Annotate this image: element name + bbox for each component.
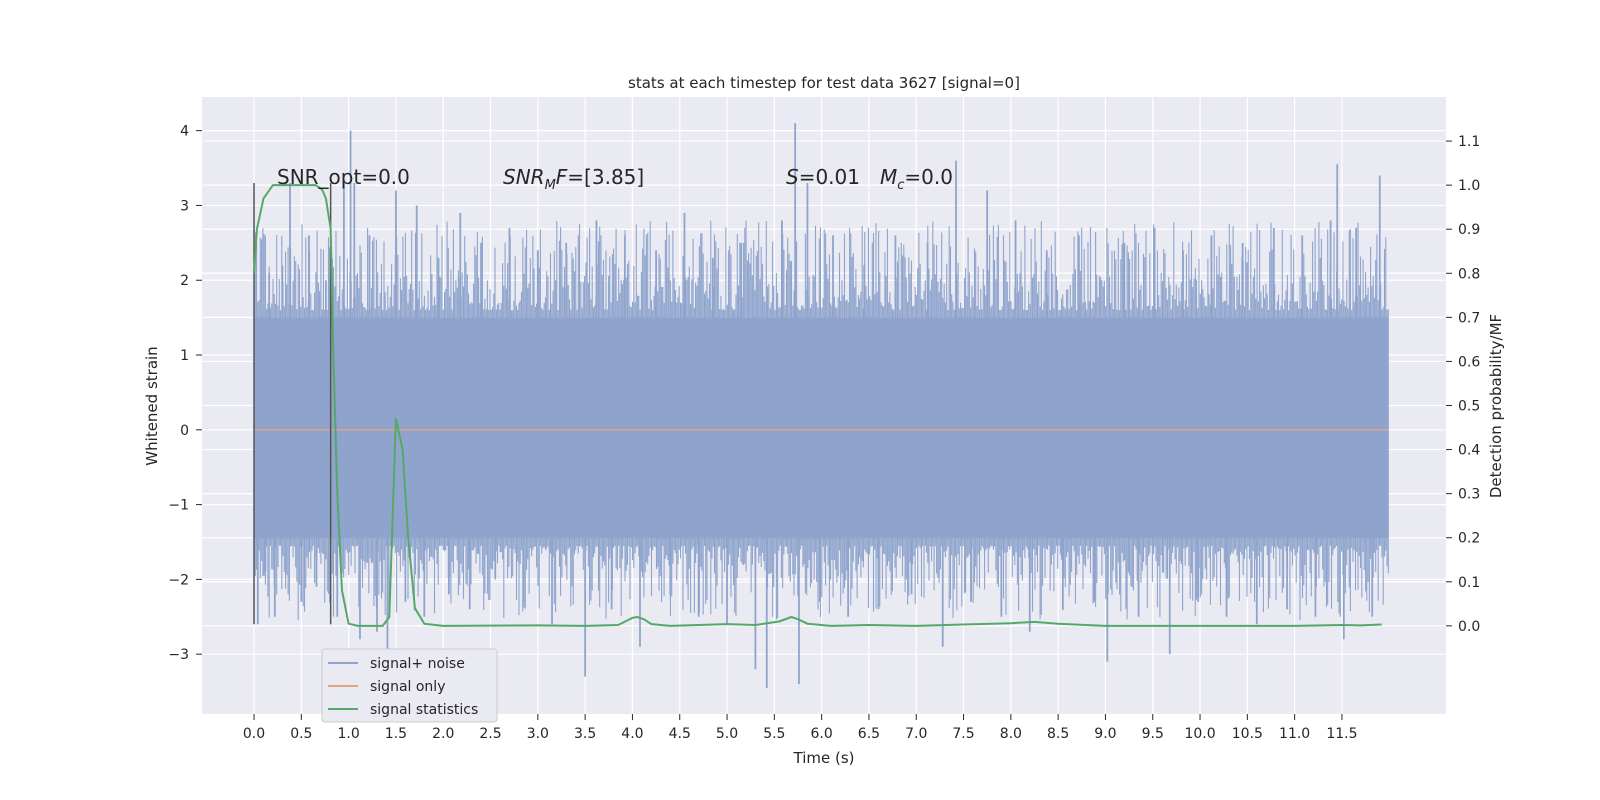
y-tick-label-left: −1 (168, 498, 189, 514)
x-tick-label: 6.0 (811, 726, 833, 742)
legend-label-noise: signal+ noise (370, 656, 465, 672)
x-tick-label: 1.5 (385, 726, 407, 742)
legend-box (321, 648, 498, 723)
y-tick-label-right: 1.0 (1458, 178, 1480, 194)
x-tick-label: 7.0 (905, 726, 927, 742)
annotation-mc: Mc=0.0 (880, 165, 953, 193)
y-tick-label-left: 4 (180, 124, 189, 140)
x-tick-label: 11.5 (1326, 726, 1357, 742)
y-tick-label-left: −3 (168, 647, 189, 663)
y-tick-label-right: 1.1 (1458, 134, 1480, 150)
x-tick-label: 9.0 (1094, 726, 1116, 742)
y-tick-label-left: 3 (180, 198, 189, 214)
y-tick-label-right: 0.7 (1458, 310, 1480, 326)
x-tick-label: 4.0 (621, 726, 643, 742)
x-tick-label: 4.5 (669, 726, 691, 742)
x-axis-label: Time (s) (793, 749, 855, 767)
x-tick-label: 3.0 (527, 726, 549, 742)
x-tick-label: 10.5 (1232, 726, 1263, 742)
x-tick-label: 5.5 (763, 726, 785, 742)
x-tick-label: 7.5 (952, 726, 974, 742)
x-tick-label: 2.0 (432, 726, 454, 742)
y-tick-label-right: 0.1 (1458, 575, 1480, 591)
x-tick-label: 8.5 (1047, 726, 1069, 742)
y-tick-label-right: 0.4 (1458, 443, 1480, 459)
x-tick-label: 0.5 (290, 726, 312, 742)
legend-label-signal: signal only (370, 679, 445, 695)
statistics-line (253, 184, 1382, 627)
x-tick-label: 11.0 (1279, 726, 1310, 742)
x-tick-label: 10.0 (1184, 726, 1215, 742)
y-tick-label-right: 0.9 (1458, 222, 1480, 238)
x-tick-label: 2.5 (479, 726, 501, 742)
y-tick-label-right: 0.0 (1458, 619, 1480, 635)
y-tick-label-right: 0.5 (1458, 399, 1480, 415)
y-tick-label-right: 0.6 (1458, 354, 1480, 370)
chart-title: stats at each timestep for test data 362… (628, 74, 1020, 92)
legend: signal+ noise signal only signal statist… (321, 648, 498, 723)
y-axis-label-right: Detection probability/MF (1487, 314, 1505, 498)
y-tick-label-left: 1 (180, 348, 189, 364)
y-tick-label-left: −2 (168, 572, 189, 588)
annotation-snr-opt: SNR_opt=0.0 (277, 165, 410, 189)
x-tick-label: 0.0 (243, 726, 265, 742)
x-tick-label: 6.5 (858, 726, 880, 742)
series-signal-noise (253, 123, 1389, 688)
annotation-snr-mf: SNRMF=[3.85] (503, 165, 644, 193)
y-tick-label-left: 0 (180, 423, 189, 439)
axis-ticks: 0.0 0.5 1.0 1.5 2.0 2.5 3.0 3.5 4.0 4.5 5.0 5.5 6.0 6… (168, 124, 1480, 742)
x-tick-label: 3.5 (574, 726, 596, 742)
x-tick-label: 1.0 (337, 726, 359, 742)
y-tick-label-left: 2 (180, 273, 189, 289)
x-tick-label: 8.0 (1000, 726, 1022, 742)
y-axis-label-left: Whitened strain (143, 346, 161, 465)
x-tick-label: 5.0 (716, 726, 738, 742)
y-tick-label-right: 0.8 (1458, 266, 1480, 282)
y-tick-label-right: 0.2 (1458, 531, 1480, 547)
legend-label-statistics: signal statistics (370, 702, 478, 718)
x-tick-label: 9.5 (1142, 726, 1164, 742)
annotation-s: S=0.01 (786, 165, 860, 189)
series-signal-statistics (253, 184, 1382, 627)
y-tick-label-right: 0.3 (1458, 487, 1480, 503)
